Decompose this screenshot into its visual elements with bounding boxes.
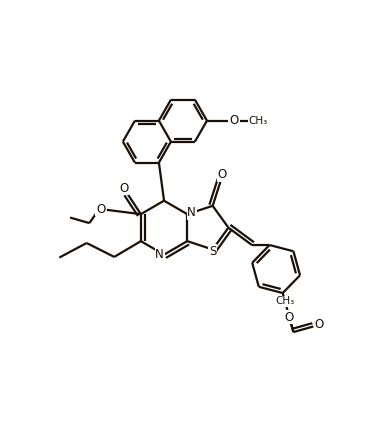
Text: O: O (119, 182, 128, 195)
Text: N: N (187, 206, 196, 219)
Text: O: O (314, 318, 324, 332)
Text: S: S (209, 245, 216, 258)
Text: O: O (217, 168, 226, 181)
Text: O: O (285, 311, 294, 324)
Text: O: O (230, 114, 239, 127)
Text: N: N (155, 248, 164, 261)
Text: CH₃: CH₃ (248, 116, 267, 126)
Text: O: O (96, 203, 105, 215)
Text: CH₃: CH₃ (275, 296, 295, 306)
